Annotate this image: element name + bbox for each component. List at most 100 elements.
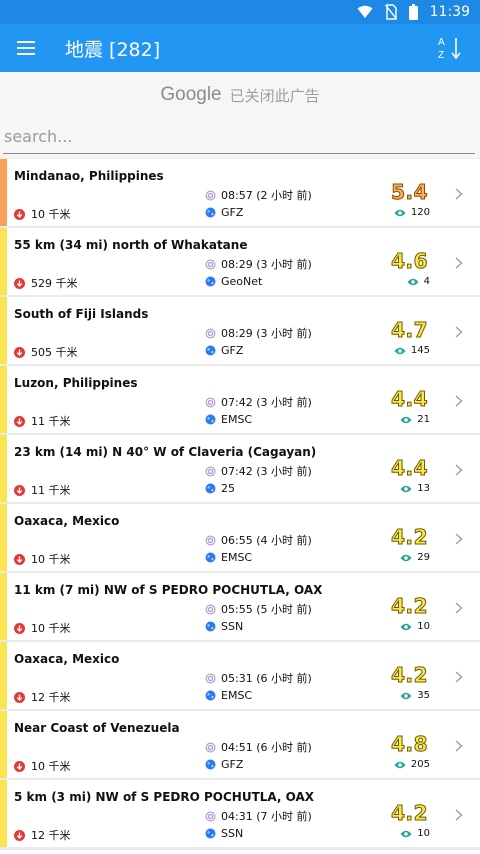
severity-stripe: [0, 642, 7, 709]
views-value: 4: [423, 276, 430, 287]
eye-icon: [394, 761, 406, 768]
quake-depth: 12 千米: [14, 827, 71, 843]
magnitude: 4.7: [391, 318, 428, 343]
time-value: 06:55 (4 小时 前): [221, 534, 312, 547]
quake-time: 04:51 (6 小时 前): [205, 739, 312, 755]
time-target-icon: [205, 190, 216, 200]
quake-time: 08:29 (3 小时 前): [205, 256, 312, 272]
eye-icon: [400, 554, 412, 561]
quake-depth: 10 千米: [14, 551, 71, 567]
quake-source: EMSC: [205, 689, 252, 702]
time-target-icon: [205, 466, 216, 476]
quake-list-item[interactable]: Oaxaca, Mexico 12 千米 05:31 (6 小时 前) EMSC…: [0, 642, 480, 709]
severity-stripe: [0, 228, 7, 295]
quake-list-item[interactable]: 55 km (34 mi) north of Whakatane 529 千米 …: [0, 228, 480, 295]
quake-source: EMSC: [205, 413, 252, 426]
views-value: 10: [417, 828, 430, 839]
views-value: 205: [410, 759, 430, 770]
quake-depth: 10 千米: [14, 206, 71, 222]
time-value: 07:42 (3 小时 前): [221, 465, 312, 478]
view-count: 120: [394, 207, 430, 218]
chevron-right-icon: [455, 461, 463, 480]
views-value: 29: [417, 552, 430, 563]
time-target-icon: [205, 604, 216, 614]
view-count: 21: [400, 414, 430, 425]
quake-list: Mindanao, Philippines 10 千米 08:57 (2 小时 …: [0, 159, 480, 849]
source-value: SSN: [221, 827, 244, 840]
quake-time: 05:31 (6 小时 前): [205, 670, 312, 686]
depth-value: 10 千米: [31, 208, 71, 221]
time-target-icon: [205, 328, 216, 338]
quake-list-item[interactable]: Oaxaca, Mexico 10 千米 06:55 (4 小时 前) EMSC…: [0, 504, 480, 571]
globe-icon: [205, 483, 216, 494]
status-bar: 11:39: [0, 0, 480, 24]
quake-location: Oaxaca, Mexico: [14, 514, 120, 528]
quake-source: GFZ: [205, 344, 243, 357]
time-value: 04:51 (6 小时 前): [221, 741, 312, 754]
magnitude: 4.4: [391, 456, 428, 481]
menu-button[interactable]: [2, 24, 50, 72]
eye-icon: [400, 692, 412, 699]
source-value: SSN: [221, 620, 244, 633]
source-value: EMSC: [221, 551, 253, 564]
magnitude: 5.4: [391, 180, 428, 205]
source-value: GFZ: [221, 758, 244, 771]
no-sim-icon: [384, 4, 397, 20]
quake-time: 08:57 (2 小时 前): [205, 187, 312, 203]
magnitude: 4.2: [391, 663, 428, 688]
magnitude: 4.2: [391, 594, 428, 619]
depth-arrow-icon: [14, 484, 25, 496]
depth-arrow-icon: [14, 208, 25, 220]
view-count: 10: [400, 621, 430, 632]
quake-list-item[interactable]: Luzon, Philippines 11 千米 07:42 (3 小时 前) …: [0, 366, 480, 433]
view-count: 145: [394, 345, 430, 356]
globe-icon: [205, 552, 216, 563]
quake-list-item[interactable]: 23 km (14 mi) N 40° W of Claveria (Cagay…: [0, 435, 480, 502]
time-target-icon: [205, 397, 216, 407]
globe-icon: [205, 828, 216, 839]
search-input[interactable]: [3, 120, 475, 154]
views-value: 145: [410, 345, 430, 356]
depth-value: 10 千米: [31, 760, 71, 773]
source-value: GFZ: [221, 344, 244, 357]
time-value: 08:29 (3 小时 前): [221, 327, 312, 340]
depth-value: 12 千米: [31, 691, 71, 704]
depth-arrow-icon: [14, 829, 25, 841]
depth-arrow-icon: [14, 277, 25, 289]
depth-value: 505 千米: [31, 346, 78, 359]
quake-list-item[interactable]: 11 km (7 mi) NW of S PEDRO POCHUTLA, OAX…: [0, 573, 480, 640]
quake-list-item[interactable]: Near Coast of Venezuela 10 千米 04:51 (6 小…: [0, 711, 480, 778]
time-target-icon: [205, 259, 216, 269]
views-value: 21: [417, 414, 430, 425]
severity-stripe: [0, 366, 7, 433]
sort-button[interactable]: A Z: [426, 24, 474, 72]
chevron-right-icon: [455, 737, 463, 756]
quake-location: Luzon, Philippines: [14, 376, 138, 390]
globe-icon: [205, 759, 216, 770]
svg-text:A: A: [438, 37, 445, 48]
quake-time: 04:31 (7 小时 前): [205, 808, 312, 824]
wifi-icon: [357, 5, 373, 19]
eye-icon: [394, 209, 406, 216]
depth-value: 10 千米: [31, 553, 71, 566]
status-time: 11:39: [429, 4, 470, 20]
ad-closed-text: 已关闭此广告: [229, 86, 320, 105]
chevron-right-icon: [455, 599, 463, 618]
views-value: 35: [417, 690, 430, 701]
eye-icon: [394, 347, 406, 354]
quake-list-item[interactable]: Mindanao, Philippines 10 千米 08:57 (2 小时 …: [0, 159, 480, 226]
magnitude: 4.2: [391, 525, 428, 550]
chevron-right-icon: [455, 185, 463, 204]
depth-value: 11 千米: [31, 484, 71, 497]
quake-list-item[interactable]: 5 km (3 mi) NW of S PEDRO POCHUTLA, OAX …: [0, 780, 480, 847]
magnitude: 4.2: [391, 801, 428, 826]
quake-time: 05:55 (5 小时 前): [205, 601, 312, 617]
magnitude: 4.4: [391, 387, 428, 412]
source-value: EMSC: [221, 413, 253, 426]
eye-icon: [400, 623, 412, 630]
list-bottom-edge: [0, 850, 480, 854]
depth-arrow-icon: [14, 622, 25, 634]
quake-list-item[interactable]: South of Fiji Islands 505 千米 08:29 (3 小时…: [0, 297, 480, 364]
depth-arrow-icon: [14, 553, 25, 565]
globe-icon: [205, 690, 216, 701]
